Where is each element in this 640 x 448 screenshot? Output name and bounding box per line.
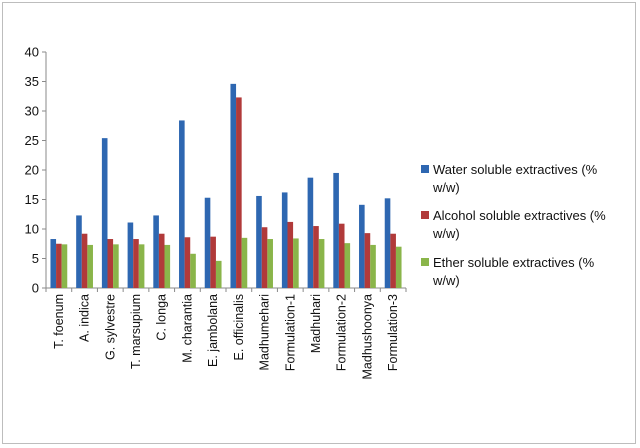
bar [236,97,242,289]
bar [133,239,139,288]
bar [395,246,402,288]
x-category-label: E. officinalis [232,294,246,360]
x-category-label: G. sylvestre [103,294,117,360]
bar [138,244,145,288]
x-category-label: C. longa [155,294,169,341]
legend-label: Water soluble extractives (% [433,162,598,177]
bar [56,243,62,288]
x-category-label: Formulation-1 [283,294,297,371]
y-tick-label: 15 [25,192,39,207]
bar [241,237,248,288]
x-category-label: A. indica [78,294,92,342]
bar [384,198,391,288]
bar [179,120,185,288]
bar [230,83,237,288]
legend-label: w/w) [432,273,460,288]
y-tick-label: 30 [25,104,39,119]
bar [307,177,314,288]
bar [215,260,222,288]
bar [370,244,376,288]
legend-label: w/w) [432,180,460,195]
y-tick-label: 25 [25,133,39,148]
bar [127,222,134,288]
bar [158,233,165,288]
bar [61,244,68,288]
bar [50,239,57,288]
x-category-label: Formulation-3 [386,294,400,371]
bar [113,244,119,288]
legend-swatch [421,211,429,219]
bar [364,233,371,288]
bar [204,197,211,288]
bar [293,238,299,288]
bar [153,215,159,288]
y-tick-label: 5 [32,251,39,266]
y-tick-label: 20 [25,163,39,178]
legend-label: Ether soluble extractives (% [433,255,595,270]
y-tick-label: 35 [25,74,39,89]
bar [333,172,339,288]
bar [359,204,365,288]
bar [313,226,319,288]
bar [164,244,171,288]
bar [281,192,288,288]
bar [318,239,325,288]
bar [210,236,216,288]
bar [267,239,273,288]
bar [338,223,345,288]
bar [101,138,108,288]
legend-label: w/w) [432,226,460,241]
bar [344,243,351,288]
bar [184,237,191,288]
x-category-label: T. marsupium [129,294,143,369]
bar [261,227,268,288]
bar [76,215,82,288]
x-category-label: T. foenum [52,294,66,349]
bar [87,244,93,288]
x-category-label: Formulation-2 [335,294,349,371]
bar [256,195,262,288]
x-category-label: Madhuhari [309,294,323,353]
y-tick-label: 0 [32,281,39,296]
legend-swatch [421,165,429,173]
x-category-label: E. jambolana [206,294,220,367]
legend-swatch [421,258,429,266]
bar [390,233,396,288]
legend-label: Alcohol soluble extractives (% [433,208,606,223]
bar [107,239,114,288]
x-category-label: M. charantia [180,294,194,363]
bar [81,233,88,288]
bar [190,253,196,288]
y-tick-label: 10 [25,222,39,237]
x-category-label: Madhumehari [258,294,272,370]
y-tick-label: 40 [25,45,39,60]
bar [287,221,294,288]
chart-frame [2,2,636,444]
x-category-label: Madhushoonya [360,294,374,380]
